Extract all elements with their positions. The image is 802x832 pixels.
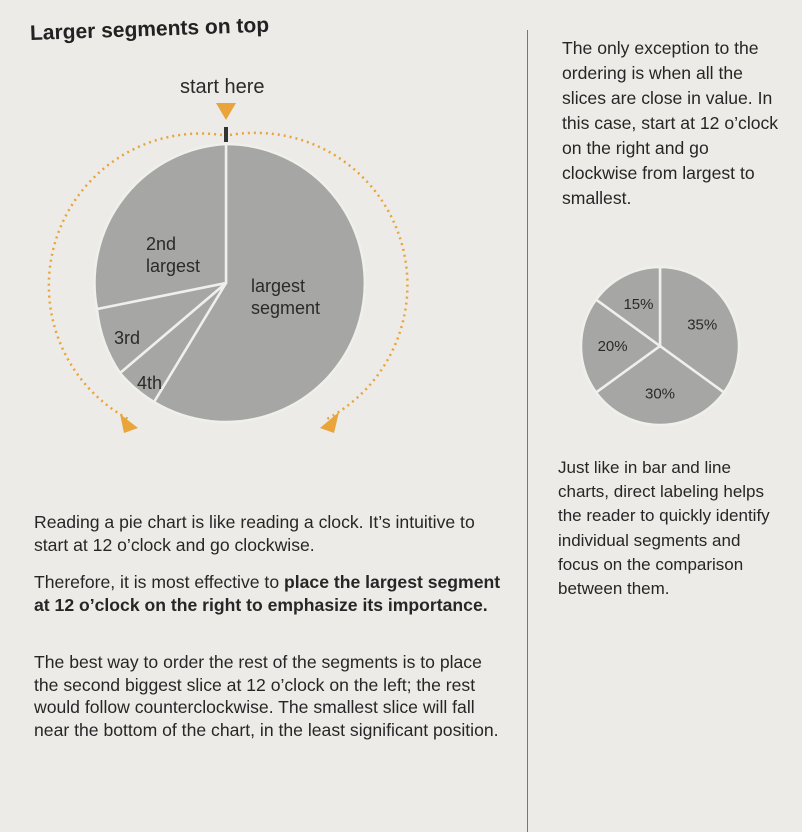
label-2nd-line1: 2nd bbox=[146, 234, 176, 254]
sidebar-labeling-text: Just like in bar and line charts, direct… bbox=[558, 458, 770, 599]
small-pie-slice-4 bbox=[594, 265, 662, 349]
paragraph-ordering: The best way to order the rest of the se… bbox=[34, 652, 499, 740]
start-arrow-icon bbox=[216, 103, 236, 120]
small-pie-label-1: 35% bbox=[687, 316, 717, 333]
label-4th: 4th bbox=[137, 373, 162, 393]
paragraph-clock: Reading a pie chart is like reading a cl… bbox=[34, 512, 475, 555]
start-tick bbox=[224, 127, 228, 142]
pie-slice-2nd bbox=[93, 142, 228, 311]
small-pie-label-2: 30% bbox=[645, 385, 675, 402]
start-here-label: start here bbox=[180, 76, 265, 98]
pie-slice-largest bbox=[152, 142, 367, 424]
large-pie-chart: 2nd largest largest segment 3rd 4th bbox=[93, 142, 367, 424]
counterclockwise-arc bbox=[47, 132, 223, 422]
paragraph-placement: Therefore, it is most effective to place… bbox=[34, 571, 504, 616]
small-pie-label-3: 20% bbox=[598, 338, 628, 355]
label-largest-line1: largest bbox=[251, 276, 305, 296]
small-pie-slice-3 bbox=[579, 297, 663, 395]
small-pie-slice-2 bbox=[594, 344, 726, 427]
label-largest-line2: segment bbox=[251, 298, 320, 318]
small-pie-slice-1 bbox=[658, 265, 741, 395]
column-divider bbox=[527, 30, 528, 832]
paragraph-placement-plain: Therefore, it is most effective to bbox=[34, 572, 284, 592]
direction-arcs bbox=[47, 131, 409, 433]
sidebar-exception-text: The only exception to the ordering is wh… bbox=[562, 38, 779, 208]
small-pie-label-4: 15% bbox=[623, 296, 653, 313]
right-arrowhead-icon bbox=[320, 412, 339, 433]
label-3rd: 3rd bbox=[114, 328, 140, 348]
label-2nd-line2: largest bbox=[146, 256, 200, 276]
paragraph-placement-bold: place the largest segment at 12 o’clock … bbox=[34, 572, 501, 615]
small-pie-chart: 35% 30% 20% 15% bbox=[579, 265, 741, 427]
left-arrowhead-icon bbox=[120, 414, 138, 433]
start-marker bbox=[216, 103, 236, 142]
